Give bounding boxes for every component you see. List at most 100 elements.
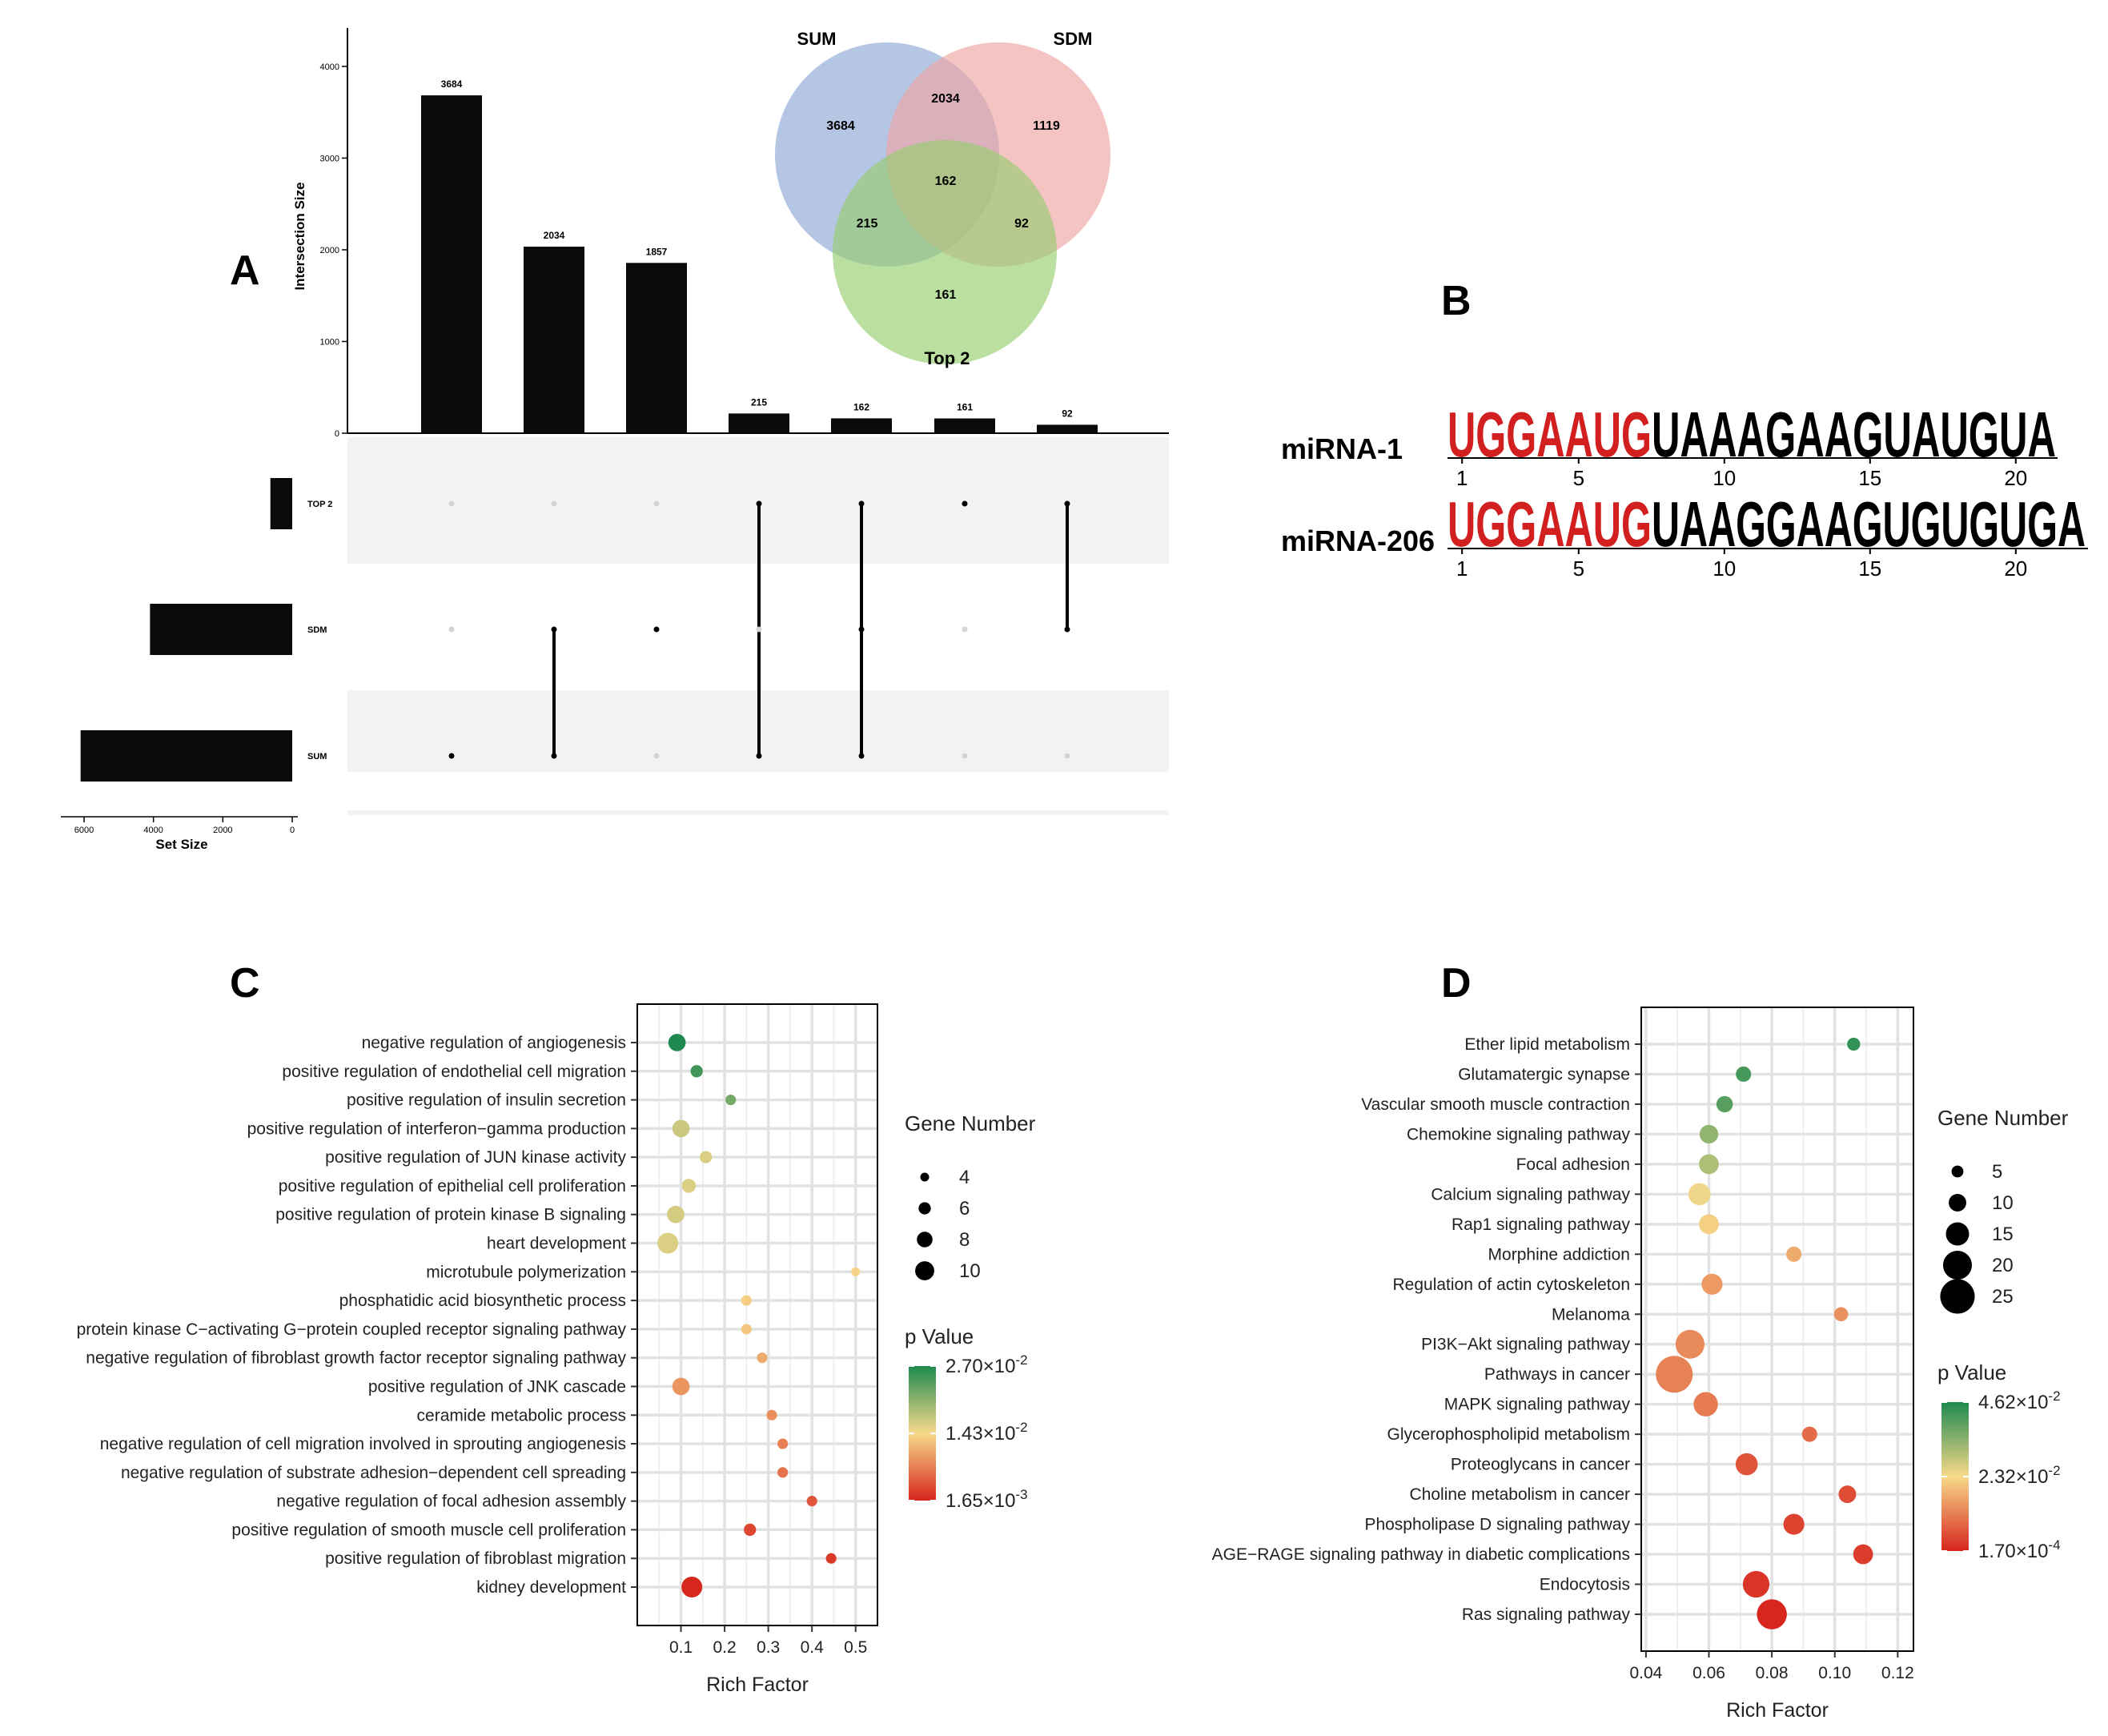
upset-bar [524, 247, 584, 433]
bubble-heart-development [657, 1232, 679, 1254]
set-size-tick-label: 2000 [213, 826, 232, 835]
upset-bar [626, 263, 687, 433]
venn-region-sum-top2: 215 [857, 217, 878, 231]
bubble-negative-regulation-of-substrate-adhesion-dependent-cell-spreading [777, 1467, 789, 1478]
x-tick-label: 0.4 [801, 1638, 825, 1657]
bubble-pi3k-akt-signaling-pathway [1675, 1329, 1704, 1359]
seq-tick-label: 1 [1456, 557, 1468, 581]
seq-tick-label: 15 [1858, 466, 1881, 490]
upset-y-tick-label: 1000 [320, 337, 339, 347]
matrix-dot-filled [448, 753, 455, 759]
term-label-choline-metabolism-in-cancer: Choline metabolism in cancer [1410, 1485, 1630, 1504]
upset-bar [729, 413, 789, 433]
venn-region-sdm-top2: 92 [1014, 217, 1029, 231]
bubble-negative-regulation-of-focal-adhesion-assembly [806, 1496, 817, 1507]
seq-tick-label: 15 [1858, 557, 1881, 581]
bubble-negative-regulation-of-cell-migration-involved-in-sprouting-angiogenesis [777, 1438, 789, 1449]
term-label-heart-development: heart development [487, 1235, 626, 1253]
upset-y-ticks: 0 1000 2000 3000 4000 [320, 62, 347, 439]
color-legend-title: p Value [905, 1324, 974, 1348]
panel-label-a: A [230, 247, 260, 294]
matrix-dot-empty [448, 500, 455, 507]
bubble-regulation-of-actin-cytoskeleton [1701, 1273, 1723, 1295]
term-label-glycerophospholipid-metabolism: Glycerophospholipid metabolism [1387, 1425, 1631, 1444]
venn-region-all: 162 [935, 175, 957, 188]
term-label-positive-regulation-of-insulin-secretion: positive regulation of insulin secretion [347, 1091, 626, 1110]
color-legend-label: 1.65×10-3 [946, 1487, 1028, 1512]
matrix-dot-empty [551, 500, 557, 507]
size-legend-title: Gene Number [905, 1111, 1036, 1135]
size-legend-title: Gene Number [1937, 1106, 2069, 1130]
bubble-positive-regulation-of-endothelial-cell-migration [690, 1065, 703, 1078]
color-legend-label: 4.62×10-2 [1978, 1388, 2061, 1413]
bubble-age-rage-signaling-pathway-in-diabetic-complications [1853, 1544, 1873, 1565]
bubble-endocytosis [1742, 1570, 1770, 1598]
venn-label-top2: Top 2 [924, 348, 970, 368]
set-size-tick-label: 6000 [74, 826, 94, 835]
bubble-pathways-in-cancer [1656, 1356, 1693, 1393]
color-legend-label: 1.43×10-2 [946, 1420, 1028, 1445]
term-label-mapk-signaling-pathway: MAPK signaling pathway [1444, 1396, 1631, 1414]
matrix-dot-filled [551, 626, 557, 633]
matrix-dot-empty [448, 626, 455, 633]
panel-label-b: B [1441, 278, 1472, 324]
size-legend-dot [920, 1172, 930, 1182]
upset-matrix [448, 500, 1070, 759]
panel-b: B miRNA-1 miRNA-206 UGGAAUG UAAAGAAGUAUG… [1281, 278, 2088, 581]
term-label-phosphatidic-acid-biosynthetic-process: phosphatidic acid biosynthetic process [339, 1292, 626, 1310]
term-label-calcium-signaling-pathway: Calcium signaling pathway [1431, 1185, 1630, 1204]
upset-bar-label: 92 [1062, 408, 1073, 419]
x-tick-label: 0.1 [669, 1638, 693, 1657]
upset-bar-label: 215 [751, 396, 767, 408]
venn-region-sdm-only: 1119 [1033, 119, 1060, 133]
matrix-dot-filled [858, 626, 865, 633]
matrix-dot-filled [756, 500, 762, 507]
panel-a: A Intersection Size 0 1000 2000 3000 4000 36… [61, 28, 1169, 852]
seq-seed-mirna-1: UGGAAUG [1447, 399, 1652, 470]
bubble-vascular-smooth-muscle-contraction [1716, 1095, 1733, 1113]
matrix-dot-filled [1064, 500, 1070, 507]
size-legend-label: 25 [1992, 1286, 2014, 1308]
matrix-dot-empty [653, 753, 660, 759]
set-size-tick-label: 0 [290, 826, 295, 835]
matrix-dot-empty [653, 500, 660, 507]
bubble-positive-regulation-of-insulin-secretion [725, 1095, 737, 1106]
seq-tick-label: 20 [2004, 557, 2027, 581]
upset-y-tick-label: 0 [335, 429, 339, 439]
term-label-glutamatergic-synapse: Glutamatergic synapse [1458, 1065, 1630, 1083]
seq-rest-mirna-1: UAAAGAAGUAUGUA [1652, 399, 2056, 470]
term-label-positive-regulation-of-endothelial-cell-migration: positive regulation of endothelial cell … [282, 1063, 626, 1081]
size-legend-dot [917, 1232, 933, 1248]
term-label-positive-regulation-of-jun-kinase-activity: positive regulation of JUN kinase activi… [325, 1148, 626, 1167]
bubble-kidney-development [681, 1577, 703, 1597]
term-label-ether-lipid-metabolism: Ether lipid metabolism [1464, 1035, 1630, 1054]
term-label-morphine-addiction: Morphine addiction [1488, 1245, 1630, 1264]
seq-ticks-mirna-1: 1 5 10 15 20 [1456, 458, 2027, 490]
upset-y-axis-label: Intersection Size [292, 182, 307, 290]
bubble-choline-metabolism-in-cancer [1838, 1485, 1857, 1504]
term-label-pathways-in-cancer: Pathways in cancer [1484, 1365, 1630, 1384]
size-legend-label: 4 [959, 1167, 970, 1188]
venn-region-top2-only: 161 [935, 288, 957, 302]
upset-bars: 3684 2034 1857 215 162 161 92 [421, 78, 1098, 433]
seq-name-mirna-206: miRNA-206 [1281, 524, 1435, 557]
term-label-positive-regulation-of-protein-kinase-b-signaling: positive regulation of protein kinase B … [275, 1206, 626, 1224]
upset-y-tick-label: 2000 [320, 246, 339, 255]
bubble-morphine-addiction [1786, 1246, 1802, 1262]
matrix-dot-empty [962, 626, 968, 633]
size-legend-label: 6 [959, 1198, 970, 1220]
x-tick-label: 0.06 [1692, 1664, 1725, 1682]
seq-tick-label: 10 [1712, 557, 1736, 581]
venn-label-sum: SUM [797, 29, 837, 49]
size-legend-label: 10 [1992, 1192, 2014, 1214]
matrix-dot-filled [858, 753, 865, 759]
bubble-calcium-signaling-pathway [1688, 1183, 1711, 1206]
term-label-age-rage-signaling-pathway-in-diabetic-complications: AGE−RAGE signaling pathway in diabetic c… [1212, 1545, 1630, 1564]
matrix-dot-filled [756, 753, 762, 759]
term-label-phospholipase-d-signaling-pathway: Phospholipase D signaling pathway [1364, 1516, 1630, 1534]
size-legend-dot [1949, 1194, 1966, 1212]
color-legend-label: 2.70×10-2 [946, 1352, 1028, 1377]
bubble-chemokine-signaling-pathway [1699, 1124, 1719, 1144]
term-label-negative-regulation-of-focal-adhesion-assembly: negative regulation of focal adhesion as… [276, 1493, 626, 1511]
set-size-bar [150, 604, 292, 655]
